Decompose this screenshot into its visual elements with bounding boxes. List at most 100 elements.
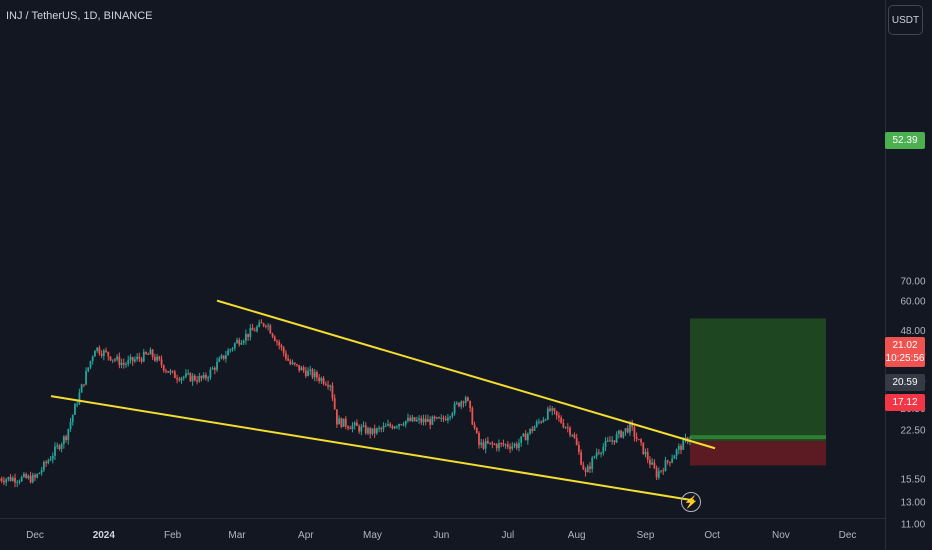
candle-body [198,375,201,382]
candle-body [500,443,503,445]
candle-body [360,426,363,432]
candle-body [42,462,45,471]
candle-body [606,440,609,442]
candle-body [156,356,158,361]
trendline-upper[interactable] [216,299,716,450]
candle-body [535,421,538,427]
profit-zone[interactable] [690,318,826,442]
x-tick-label: Oct [704,530,720,541]
candle-body [393,426,396,429]
candle-body [344,418,347,427]
candle-body [249,327,252,337]
candle-body [484,441,487,449]
candle-body [278,341,281,346]
candle-body [253,330,256,332]
candle-body [105,350,107,352]
candle-body [54,446,56,456]
candle-body [513,443,516,446]
candle-body [420,418,423,423]
candle-body [233,343,236,349]
candle-body [102,350,105,356]
candle-body [637,439,640,441]
x-tick-label: Nov [772,530,790,541]
candle-body [529,428,531,434]
candle-body [67,429,70,441]
candle-body [491,442,494,445]
candle-body [200,375,203,379]
candle-body [260,322,263,324]
candle-body [524,433,527,441]
candle-body [398,424,400,427]
candle-body [538,421,540,423]
x-tick-label: Apr [298,530,314,541]
candle-body [167,371,170,373]
stop-price-label: 17.12 [885,394,925,411]
candle-body [444,418,447,421]
candle-body [109,356,112,361]
candle-body [300,367,303,371]
candle-body [25,474,28,478]
candle-body [269,325,272,334]
trendline-lower[interactable] [50,395,695,502]
candle-body [467,397,469,401]
candle-body [138,356,141,359]
candle-body [96,347,99,351]
candle-body [271,333,274,337]
current-price-value: 21.02 [892,340,918,351]
lightning-icon[interactable]: ⚡ [681,492,701,512]
candle-body [578,445,580,453]
candle-body [282,347,285,353]
candle-body [486,441,489,444]
candle-body [114,359,116,361]
candle-body [447,417,449,421]
candle-body [316,372,318,378]
candle-body [118,356,121,366]
candle-body [327,384,329,387]
candle-body [553,408,556,412]
candle-body [318,377,321,381]
candle-body [178,379,181,381]
candle-body [216,361,218,370]
candle-body [440,417,443,419]
candle-body [349,428,352,430]
candle-body [533,426,536,431]
candle-body [380,428,383,430]
candle-body [395,426,398,428]
symbol-title: INJ / TetherUS, 1D, BINANCE [6,10,153,22]
candle-body [387,424,389,426]
candle-body [309,369,312,371]
candle-body [675,449,678,456]
candle-body [422,418,425,423]
candle-body [14,477,16,483]
candle-body [134,359,136,362]
candle-body [225,355,227,359]
candle-body [171,370,174,372]
currency-selector[interactable]: USDT [888,5,923,35]
y-tick-label: 13.00 [900,498,925,509]
candle-body [322,378,325,384]
loss-zone[interactable] [690,441,826,466]
candle-body [173,371,176,379]
candle-body [27,475,30,478]
y-tick-label: 70.00 [900,276,925,287]
candle-body [629,422,631,433]
candle-body [409,417,412,421]
candle-body [147,353,150,355]
candle-body [262,323,265,326]
candle-body [51,455,54,460]
candle-body [560,417,563,423]
candle-body [351,425,354,430]
candle-body [453,403,456,414]
candle-body [418,418,420,420]
x-tick-label: Feb [164,530,182,541]
candle-body [227,350,230,356]
candle-body [451,413,454,417]
candle-body [5,479,8,483]
candle-body [7,476,10,480]
candle-body [609,440,611,442]
candle-body [256,326,258,332]
candle-body [160,359,163,366]
candle-body [98,347,101,354]
candle-body [222,355,225,359]
